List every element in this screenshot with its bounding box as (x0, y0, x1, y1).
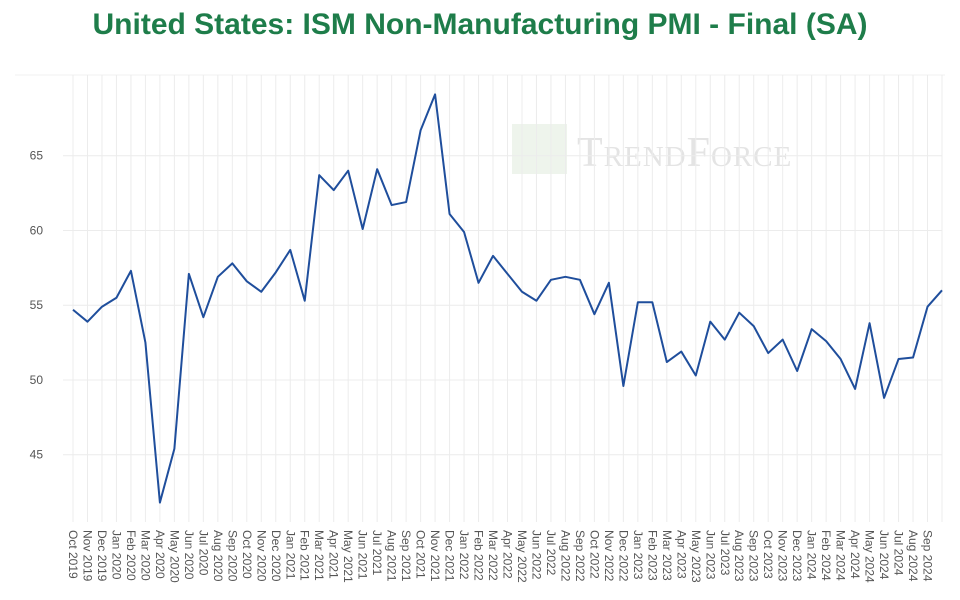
x-tick-label: Feb 2024 (819, 530, 833, 581)
x-tick-label: Jan 2022 (457, 530, 471, 580)
x-tick-label: Sep 2020 (225, 530, 239, 582)
x-tick-label: Nov 2020 (254, 530, 268, 582)
y-tick-label: 45 (30, 448, 44, 462)
line-series (72, 93, 943, 504)
x-tick-label: May 2023 (689, 530, 703, 583)
x-tick-label: May 2022 (515, 530, 529, 583)
x-tick-label: Sep 2024 (921, 530, 935, 582)
x-tick-label: Jun 2020 (182, 530, 196, 580)
x-tick-label: Nov 2019 (80, 530, 94, 582)
x-tick-label: May 2020 (167, 530, 181, 583)
x-tick-label: Apr 2020 (153, 530, 167, 579)
y-tick-label: 60 (30, 223, 44, 237)
x-tick-label: Oct 2022 (587, 530, 601, 579)
grid (63, 75, 943, 522)
x-tick-label: Apr 2024 (848, 530, 862, 579)
x-tick-label: Jul 2022 (544, 530, 558, 576)
x-tick-label: Mar 2022 (486, 530, 500, 581)
watermark: TrendForce (512, 124, 792, 176)
x-tick-label: Jun 2023 (703, 530, 717, 580)
x-tick-label: Jan 2024 (805, 530, 819, 580)
x-tick-label: Dec 2020 (269, 530, 283, 582)
x-tick-label: Aug 2021 (385, 530, 399, 582)
x-tick-label: Oct 2023 (761, 530, 775, 579)
x-tick-label: Jul 2023 (718, 530, 732, 576)
x-tick-label: Jun 2024 (877, 530, 891, 580)
x-tick-label: Mar 2020 (138, 530, 152, 581)
x-tick-label: Oct 2021 (414, 530, 428, 579)
x-tick-label: Jan 2020 (109, 530, 123, 580)
x-tick-label: Jul 2021 (370, 530, 384, 576)
x-tick-label: Dec 2019 (95, 530, 109, 582)
x-tick-label: Dec 2023 (790, 530, 804, 582)
x-tick-label: Mar 2021 (312, 530, 326, 581)
x-tick-label: May 2024 (863, 530, 877, 583)
x-tick-label: Feb 2022 (472, 530, 486, 581)
x-tick-label: Feb 2021 (298, 530, 312, 581)
y-tick-label: 55 (30, 298, 44, 312)
x-tick-label: Nov 2023 (776, 530, 790, 582)
watermark-text: TrendForce (577, 130, 792, 176)
x-tick-label: Apr 2021 (327, 530, 341, 579)
x-tick-label: Mar 2023 (660, 530, 674, 581)
x-tick-label: Apr 2022 (501, 530, 515, 579)
x-tick-label: Sep 2021 (399, 530, 413, 582)
x-tick-label: Sep 2023 (747, 530, 761, 582)
x-tick-label: Aug 2023 (732, 530, 746, 582)
x-tick-label: Aug 2020 (211, 530, 225, 582)
x-tick-label: Aug 2022 (558, 530, 572, 582)
x-tick-label: Aug 2024 (906, 530, 920, 582)
x-tick-label: Jun 2021 (356, 530, 370, 580)
x-tick-label: Mar 2024 (834, 530, 848, 581)
x-tick-label: Jun 2022 (529, 530, 543, 580)
chart-title: United States: ISM Non-Manufacturing PMI… (93, 8, 868, 41)
x-tick-label: Nov 2022 (602, 530, 616, 582)
y-tick-label: 65 (30, 149, 44, 163)
x-tick-label: Feb 2020 (124, 530, 138, 581)
x-tick-label: Dec 2021 (443, 530, 457, 582)
x-tick-label: Dec 2022 (616, 530, 630, 582)
x-tick-label: Oct 2020 (240, 530, 254, 579)
x-tick-label: Jan 2021 (283, 530, 297, 580)
x-tick-label: Feb 2023 (645, 530, 659, 581)
x-tick-label: Jan 2023 (631, 530, 645, 580)
x-tick-label: Oct 2019 (66, 530, 80, 579)
watermark-logo (512, 124, 567, 174)
x-tick-label: Apr 2023 (674, 530, 688, 579)
x-tick-label: Jul 2024 (892, 530, 906, 576)
x-tick-label: Sep 2022 (573, 530, 587, 582)
y-tick-label: 50 (30, 373, 44, 387)
x-tick-label: Jul 2020 (196, 530, 210, 576)
x-tick-label: May 2021 (341, 530, 355, 583)
x-tick-label: Nov 2021 (428, 530, 442, 582)
